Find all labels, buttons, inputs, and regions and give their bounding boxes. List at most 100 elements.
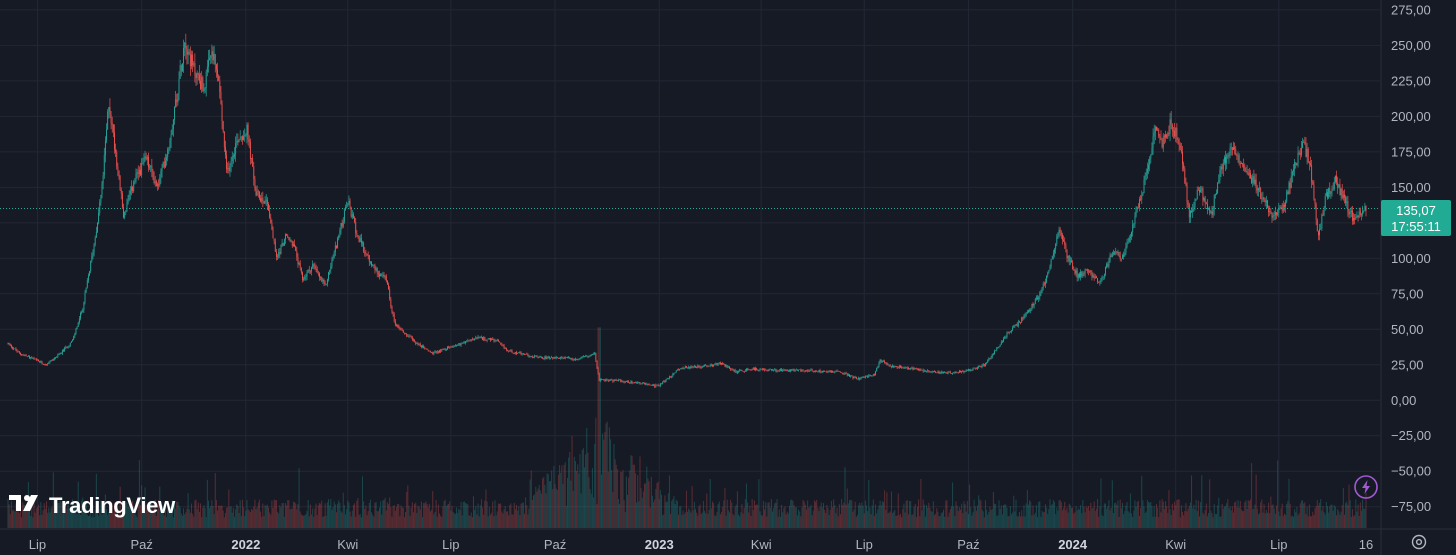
volume-bar bbox=[799, 511, 801, 528]
candle-body bbox=[786, 370, 788, 372]
volume-bar bbox=[1117, 500, 1119, 528]
volume-bar bbox=[385, 510, 387, 528]
candle-body bbox=[302, 272, 303, 280]
candle-body bbox=[35, 359, 37, 361]
volume-bar bbox=[275, 499, 277, 528]
volume-bar bbox=[1013, 495, 1015, 528]
candle-body bbox=[649, 384, 651, 386]
candle-body bbox=[860, 377, 862, 380]
price-axis[interactable]: 275,00250,00225,00200,00175,00150,00125,… bbox=[1380, 0, 1431, 555]
candle-body bbox=[1285, 201, 1287, 207]
volume-bar bbox=[36, 506, 38, 528]
candle-body bbox=[1364, 205, 1366, 211]
candle-body bbox=[492, 338, 494, 340]
volume-bar bbox=[623, 500, 625, 528]
volume-bar bbox=[642, 491, 644, 528]
volume-bar bbox=[291, 508, 293, 528]
volume-bar bbox=[1238, 507, 1240, 528]
volume-bar bbox=[586, 427, 588, 528]
volume-bar bbox=[604, 431, 606, 528]
candle-body bbox=[432, 352, 434, 355]
time-axis[interactable]: Lip Paź 2022 Kwi Lip Paź 2023 Kwi Lip Paź 2024 Kwi L… bbox=[0, 528, 1456, 552]
volume-bar bbox=[899, 513, 901, 528]
candle-body bbox=[9, 344, 11, 345]
volume-bar bbox=[142, 511, 144, 528]
candle-body bbox=[755, 367, 756, 371]
gear-icon[interactable] bbox=[1411, 534, 1427, 550]
candle-body bbox=[1063, 239, 1065, 242]
volume-bar bbox=[950, 506, 952, 528]
candle-body bbox=[1158, 129, 1160, 137]
volume-bar bbox=[559, 465, 561, 528]
volume-bar bbox=[1054, 501, 1056, 528]
candle-body bbox=[1004, 337, 1006, 339]
candle-body bbox=[157, 184, 158, 186]
volume-bar bbox=[456, 507, 458, 528]
volume-bar bbox=[571, 435, 573, 528]
volume-bar bbox=[603, 439, 605, 528]
y-tick-label: 75,00 bbox=[1391, 286, 1424, 301]
volume-bar bbox=[605, 423, 607, 528]
candle-body bbox=[1071, 260, 1072, 263]
volume-bar bbox=[99, 508, 101, 528]
candle-body bbox=[393, 314, 395, 322]
volume-bar bbox=[1057, 510, 1059, 528]
volume-bar bbox=[890, 491, 892, 528]
tradingview-logo[interactable]: TradingView bbox=[9, 493, 176, 518]
lightning-icon[interactable] bbox=[1354, 475, 1378, 499]
volume-bar bbox=[849, 500, 851, 528]
candle-body bbox=[774, 369, 776, 371]
candle-body bbox=[75, 329, 77, 334]
volume-bar bbox=[252, 509, 254, 528]
candle-body bbox=[706, 365, 708, 367]
candle-body bbox=[890, 366, 892, 368]
candle-body bbox=[1248, 173, 1250, 175]
volume-bar bbox=[960, 509, 962, 528]
volume-bar bbox=[732, 513, 734, 528]
volume-bar bbox=[1279, 515, 1281, 528]
volume-bar bbox=[81, 500, 83, 528]
volume-bar bbox=[214, 473, 216, 528]
volume-bar bbox=[1115, 502, 1117, 528]
volume-bar bbox=[730, 499, 732, 528]
volume-bar bbox=[202, 507, 204, 528]
candle-body bbox=[758, 369, 760, 371]
candle-body bbox=[994, 350, 995, 355]
volume-bar bbox=[100, 501, 102, 528]
volume-bar bbox=[210, 506, 212, 528]
volume-bar bbox=[594, 443, 596, 528]
volume-bar bbox=[433, 514, 435, 528]
volume-bar bbox=[376, 511, 378, 528]
candle-body bbox=[439, 350, 440, 353]
candle-body bbox=[83, 301, 85, 311]
volume-bar bbox=[822, 503, 824, 528]
volume-bar bbox=[965, 511, 967, 528]
volume-bar bbox=[914, 504, 916, 528]
volume-bar bbox=[101, 514, 103, 528]
volume-bar bbox=[159, 486, 161, 528]
candle-body bbox=[955, 372, 957, 373]
volume-bar bbox=[808, 507, 810, 528]
candle-body bbox=[500, 342, 502, 344]
volume-bar bbox=[314, 508, 316, 528]
volume-bar bbox=[348, 502, 350, 528]
candle-body bbox=[710, 365, 712, 366]
volume-bar bbox=[270, 514, 272, 528]
candle-body bbox=[1289, 182, 1291, 189]
candle-body bbox=[40, 361, 42, 363]
candle-body bbox=[930, 371, 932, 373]
volume-bar bbox=[1014, 511, 1016, 528]
volume-bar bbox=[157, 510, 159, 528]
volume-bar bbox=[787, 513, 789, 528]
volume-bar bbox=[990, 509, 992, 528]
volume-bar bbox=[491, 512, 493, 528]
candle-body bbox=[391, 306, 393, 312]
candle-body bbox=[721, 362, 722, 365]
candle-body bbox=[1265, 200, 1267, 203]
volume-bar bbox=[84, 510, 86, 528]
candle-body bbox=[723, 363, 725, 365]
volume-bar bbox=[461, 515, 463, 528]
candle-body bbox=[567, 357, 568, 359]
volume-bar bbox=[756, 504, 758, 528]
